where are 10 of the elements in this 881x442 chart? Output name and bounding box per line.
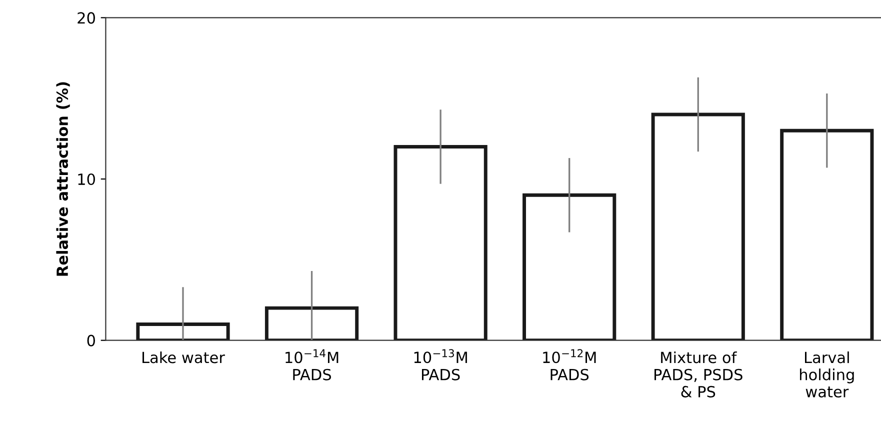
x-tick-label: Lake water — [142, 351, 225, 364]
y-tick-label: 10 — [78, 173, 95, 186]
x-tick-label: 10$^{−14}$M PADS — [286, 349, 338, 380]
x-tick-label: 10$^{−13}$M PADS — [414, 349, 467, 380]
x-tick-label: 10$^{−12}$M PADS — [543, 349, 596, 380]
x-tick-label: Mixture of PADS, PSDS & PS — [654, 351, 742, 398]
y-tick-label: 0 — [87, 334, 95, 346]
y-tick-label: 20 — [78, 12, 95, 24]
x-tick-label: Larval holding water — [800, 351, 854, 398]
y-axis-title: Relative attraction (%) — [56, 82, 70, 276]
